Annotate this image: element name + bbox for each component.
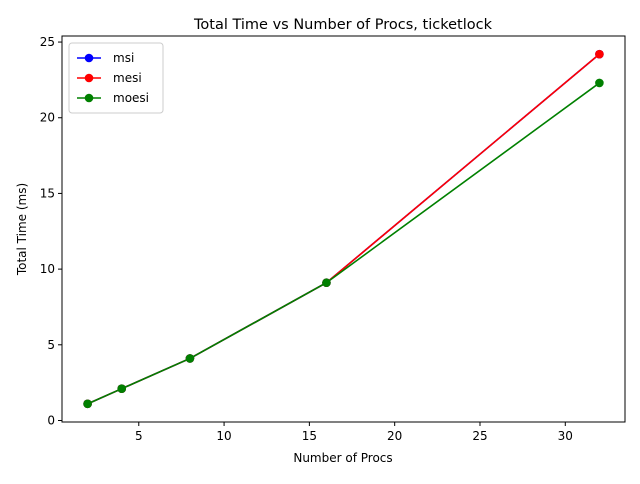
- legend-label-mesi: mesi: [113, 71, 142, 85]
- x-tick-label: 25: [472, 429, 487, 443]
- y-tick-label: 20: [40, 111, 55, 125]
- legend: msi mesi moesi: [68, 42, 164, 114]
- y-tick-label: 0: [47, 413, 55, 427]
- legend-marker-msi: [84, 53, 94, 63]
- y-tick-label: 25: [40, 35, 55, 49]
- data-point-moesi: [595, 78, 604, 88]
- y-tick-label: 5: [47, 338, 55, 352]
- legend-marker-mesi: [84, 73, 94, 83]
- x-tick-label: 30: [558, 429, 573, 443]
- data-point-moesi: [185, 354, 195, 363]
- data-point-moesi: [322, 278, 331, 288]
- y-tick-label: 10: [40, 262, 55, 276]
- plot-frame: [61, 35, 626, 423]
- x-tick-label: 15: [302, 429, 317, 443]
- data-point-moesi: [83, 399, 92, 409]
- series-line-moesi: [87, 82, 600, 405]
- legend-label-moesi: moesi: [113, 91, 149, 105]
- x-tick-label: 10: [216, 429, 231, 443]
- legend-marker-moesi: [84, 93, 94, 103]
- axis-ticks: 5 10 15 20 25 30 0 5 10 15 20 25: [40, 35, 573, 443]
- chart-title: Total Time vs Number of Procs, ticketloc…: [193, 17, 493, 33]
- y-tick-label: 15: [40, 186, 55, 200]
- legend-box: [68, 42, 164, 114]
- series-lines: [83, 49, 604, 409]
- series-line-mesi: [87, 53, 600, 405]
- data-point-mesi: [595, 49, 604, 59]
- data-point-moesi: [117, 384, 127, 393]
- x-axis-label: Number of Procs: [293, 451, 392, 465]
- legend-label-msi: msi: [113, 51, 134, 65]
- y-axis-label: Total Time (ms): [15, 183, 29, 276]
- x-tick-label: 20: [387, 429, 402, 443]
- x-tick-label: 5: [135, 429, 143, 443]
- series-line-msi: [87, 53, 600, 405]
